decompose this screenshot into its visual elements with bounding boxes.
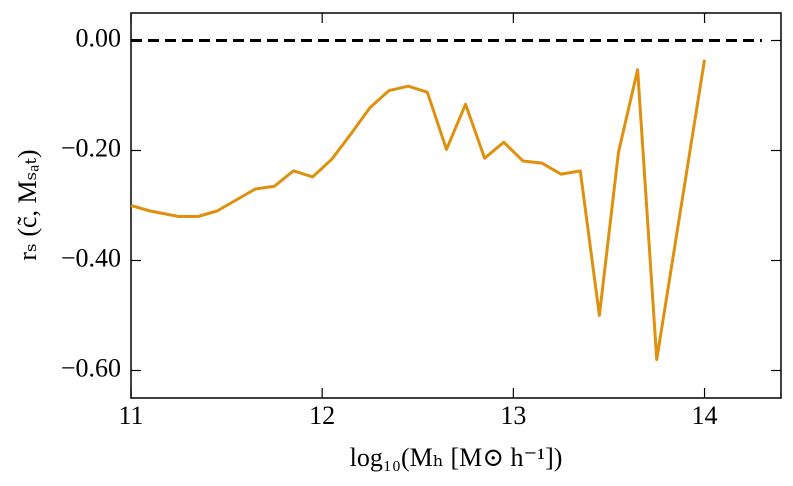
y-tick-label: −0.20 <box>61 133 121 162</box>
y-tick-label: 0.00 <box>76 23 122 52</box>
x-tick-label: 12 <box>309 401 335 430</box>
y-tick-label: −0.40 <box>61 243 121 272</box>
y-tick-label: −0.60 <box>61 353 121 382</box>
data-line <box>130 59 707 361</box>
y-axis-label: rₛ (c̃, Mₛₐₜ) <box>13 149 42 260</box>
x-tick-label: 14 <box>692 401 718 430</box>
x-axis-label: log₁₀(Mₕ [M⊙ h⁻¹]) <box>350 443 563 472</box>
x-tick-label: 11 <box>118 401 143 430</box>
x-tick-label: 13 <box>500 401 526 430</box>
